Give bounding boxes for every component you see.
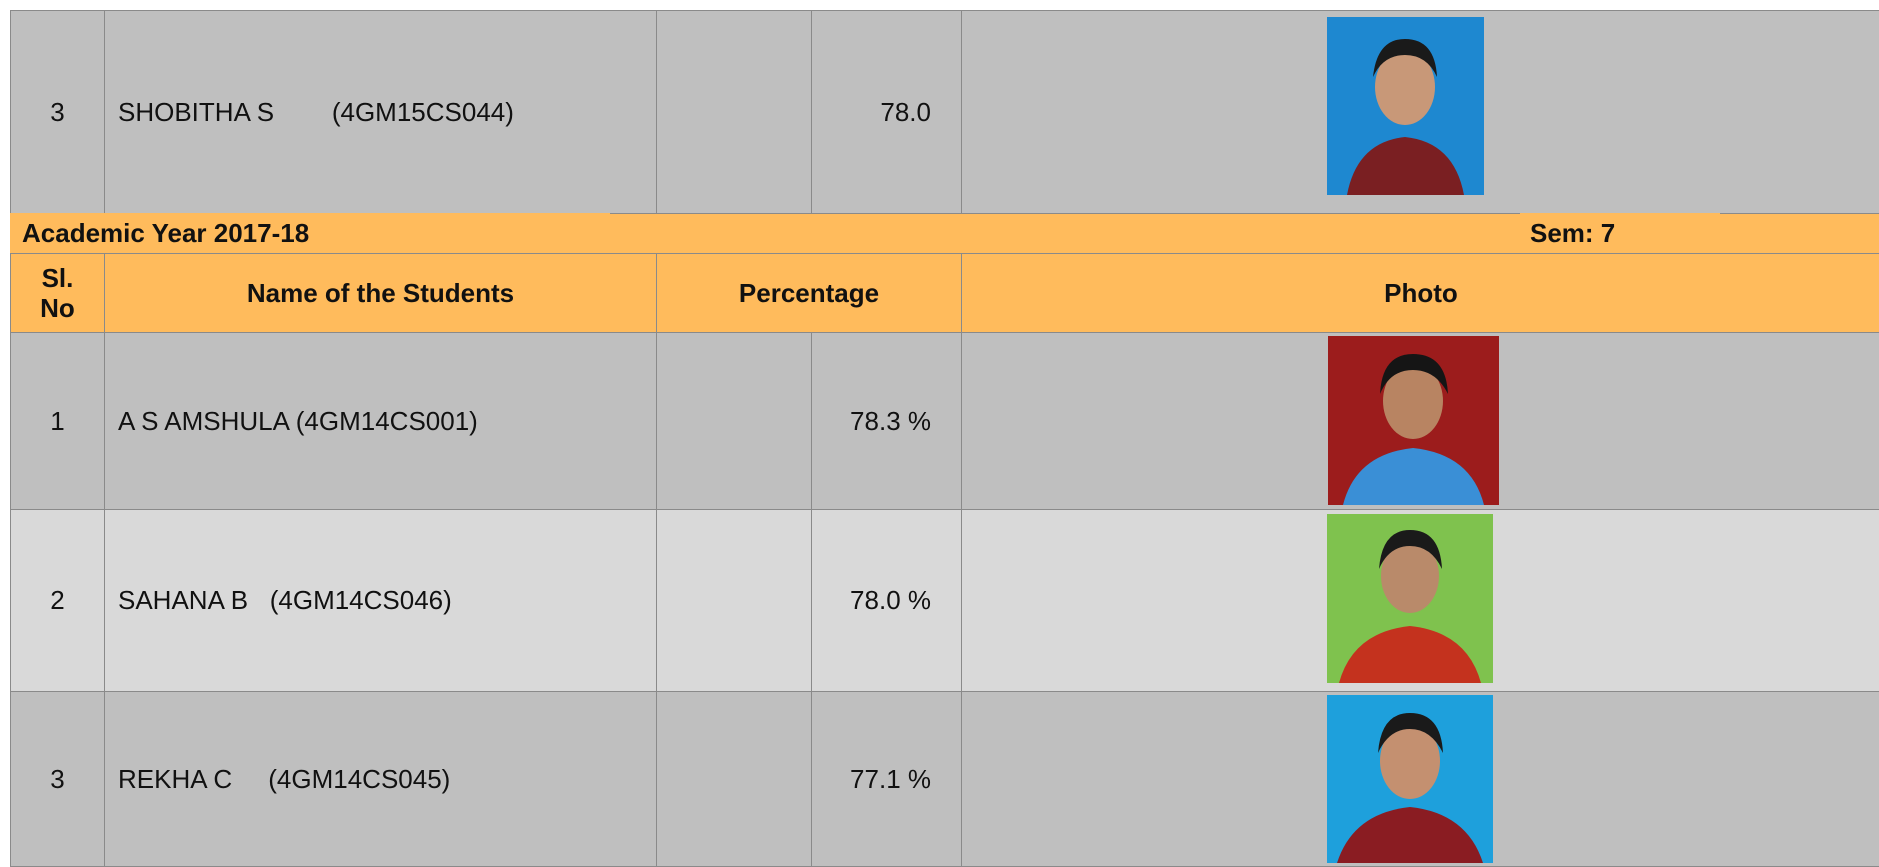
percentage: 78.0 % [811,509,962,692]
percentage: 77.1 % [811,691,962,867]
percentage: 78.0 [811,10,962,214]
sl-no: 1 [10,332,105,510]
header-percentage: Percentage [656,253,962,333]
sl-no: 3 [10,10,105,214]
photo [1327,695,1493,863]
photo [1327,17,1484,195]
photo [1328,336,1499,505]
sl-no: 2 [10,509,105,692]
semester: Sem: 7 [1520,213,1720,254]
percentage: 78.3 % [811,332,962,510]
header-sl-no: Sl. No [10,253,105,333]
empty-cell [656,10,812,214]
academic-year: Academic Year 2017-18 [10,213,610,254]
empty-cell [656,332,812,510]
student-name: SHOBITHA S (4GM15CS044) [104,10,657,214]
photo [1327,514,1493,683]
sl-no: 3 [10,691,105,867]
student-name: REKHA C (4GM14CS045) [104,691,657,867]
student-name: SAHANA B (4GM14CS046) [104,509,657,692]
empty-cell [656,509,812,692]
student-name: A S AMSHULA (4GM14CS001) [104,332,657,510]
header-photo: Photo [961,253,1879,333]
header-name: Name of the Students [104,253,657,333]
empty-cell [656,691,812,867]
